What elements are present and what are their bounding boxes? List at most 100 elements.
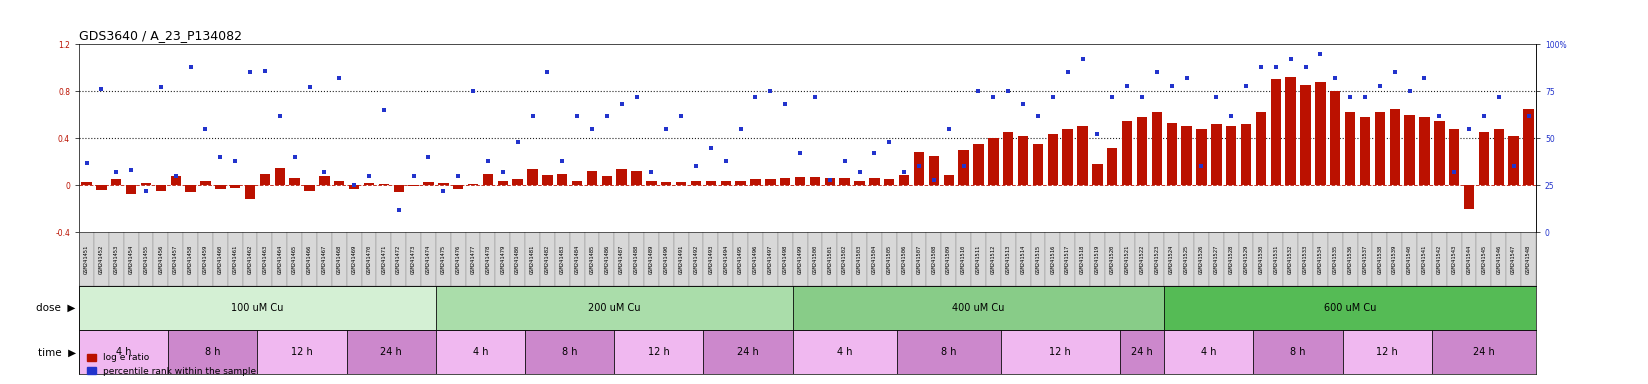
Bar	[1149, 232, 1163, 286]
Bar	[778, 232, 793, 286]
Point	[578, 126, 605, 132]
Bar	[109, 232, 124, 286]
Point	[1084, 131, 1111, 137]
Text: GSM241483: GSM241483	[560, 245, 565, 274]
Bar	[1506, 232, 1521, 286]
Bar	[290, 178, 300, 185]
Text: GSM241473: GSM241473	[410, 245, 415, 274]
Bar	[349, 185, 359, 189]
Text: GSM241543: GSM241543	[1452, 245, 1457, 274]
Bar	[585, 232, 600, 286]
Bar	[646, 180, 656, 185]
Point	[237, 69, 264, 75]
Bar	[971, 232, 986, 286]
Bar	[110, 179, 122, 185]
Point	[1307, 50, 1333, 56]
Point	[653, 126, 679, 132]
Text: GSM241524: GSM241524	[1168, 245, 1175, 274]
Bar	[630, 232, 644, 286]
Bar	[911, 232, 926, 286]
Point	[1262, 64, 1289, 70]
Bar	[1119, 330, 1163, 374]
Bar	[1182, 126, 1192, 185]
Point	[966, 88, 992, 94]
Text: GSM241452: GSM241452	[99, 245, 104, 274]
Point	[1455, 126, 1482, 132]
Text: GSM241527: GSM241527	[1215, 245, 1220, 274]
Bar	[1477, 232, 1491, 286]
Bar	[1358, 232, 1373, 286]
Point	[1277, 56, 1304, 62]
Point	[1396, 88, 1422, 94]
Bar	[691, 180, 702, 185]
Bar	[346, 330, 435, 374]
Bar	[435, 232, 452, 286]
Text: GSM241508: GSM241508	[931, 245, 936, 274]
Bar	[793, 232, 808, 286]
Bar	[138, 232, 153, 286]
Point	[1040, 94, 1066, 100]
Point	[771, 101, 798, 108]
Bar	[496, 232, 511, 286]
Bar	[793, 286, 1163, 330]
Point	[608, 101, 634, 108]
Text: GSM241503: GSM241503	[857, 245, 862, 274]
Point	[282, 154, 308, 160]
Bar	[526, 232, 541, 286]
Text: GSM241536: GSM241536	[1348, 245, 1353, 274]
Bar	[793, 330, 897, 374]
Bar	[1432, 232, 1447, 286]
Text: GSM241544: GSM241544	[1467, 245, 1472, 274]
Bar	[705, 180, 717, 185]
Bar	[1122, 121, 1132, 185]
Bar	[615, 330, 704, 374]
Point	[1292, 64, 1318, 70]
Bar	[1000, 232, 1015, 286]
Bar	[140, 183, 152, 185]
Text: GSM241535: GSM241535	[1333, 245, 1338, 274]
Text: GSM241531: GSM241531	[1274, 245, 1279, 274]
Text: GSM241494: GSM241494	[723, 245, 728, 274]
Bar	[1493, 129, 1505, 185]
Text: 8 h: 8 h	[204, 347, 221, 358]
Bar	[1137, 117, 1147, 185]
Point	[1129, 94, 1155, 100]
Point	[936, 126, 962, 132]
Text: GSM241490: GSM241490	[664, 245, 669, 274]
Text: GSM241532: GSM241532	[1289, 245, 1294, 274]
Text: GSM241451: GSM241451	[84, 245, 89, 274]
Text: GSM241521: GSM241521	[1124, 245, 1129, 274]
Point	[267, 113, 293, 119]
Text: GSM241548: GSM241548	[1526, 245, 1531, 274]
Text: GSM241516: GSM241516	[1050, 245, 1055, 274]
Point	[341, 182, 368, 188]
Point	[786, 150, 812, 156]
Bar	[1163, 330, 1254, 374]
Bar	[733, 232, 748, 286]
Text: GSM241461: GSM241461	[232, 245, 237, 274]
Bar	[275, 168, 285, 185]
Bar	[1241, 124, 1251, 185]
Bar	[809, 177, 821, 185]
Point	[208, 154, 234, 160]
Bar	[260, 174, 270, 185]
Bar	[216, 185, 226, 189]
Text: GSM241529: GSM241529	[1244, 245, 1249, 274]
Point	[832, 158, 859, 164]
Bar	[986, 232, 1000, 286]
Bar	[1048, 134, 1058, 185]
Point	[1114, 83, 1140, 89]
Text: GSM241481: GSM241481	[531, 245, 536, 274]
Point	[847, 169, 873, 175]
Bar	[391, 232, 405, 286]
Point	[1381, 69, 1407, 75]
Bar	[1210, 232, 1224, 286]
Point	[415, 154, 442, 160]
Point	[475, 158, 501, 164]
Bar	[201, 180, 211, 185]
Point	[148, 84, 175, 91]
Point	[667, 113, 694, 119]
Bar	[824, 178, 836, 185]
Text: 8 h: 8 h	[1290, 347, 1305, 358]
Text: GSM241509: GSM241509	[946, 245, 951, 274]
